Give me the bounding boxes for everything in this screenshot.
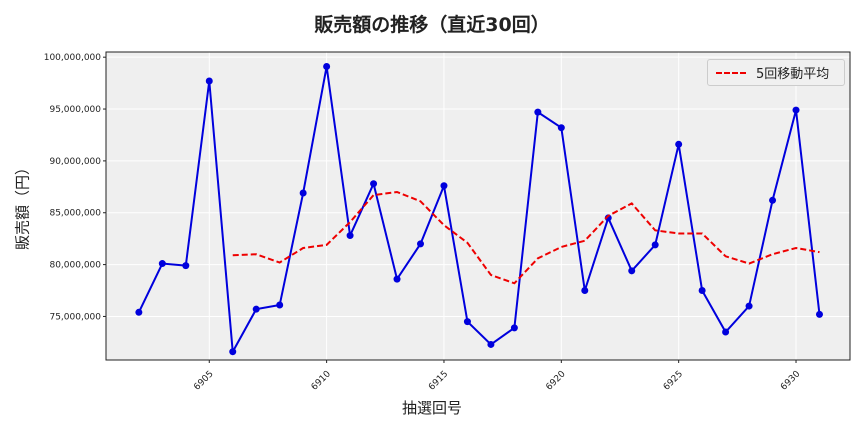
data-point: [205, 77, 213, 85]
y-tick-label: 80,000,000: [49, 261, 101, 271]
legend-dash-icon: [716, 71, 746, 74]
y-tick-label: 90,000,000: [49, 157, 101, 167]
data-point: [370, 180, 378, 188]
y-tick-label: 95,000,000: [49, 105, 101, 115]
data-point: [581, 287, 589, 295]
data-point: [698, 287, 706, 295]
x-tick-label: 6930: [779, 369, 802, 392]
x-tick-label: 6915: [427, 369, 450, 392]
data-point: [323, 63, 331, 71]
y-tick-label: 100,000,000: [44, 53, 102, 63]
data-point: [463, 318, 471, 326]
data-point: [252, 305, 260, 313]
x-tick-label: 6905: [192, 369, 215, 392]
legend-label: 5回移動平均: [756, 67, 830, 82]
data-point: [182, 262, 190, 270]
data-point: [158, 260, 166, 268]
data-point: [440, 182, 448, 190]
data-point: [510, 324, 518, 332]
legend: 5回移動平均: [707, 59, 845, 86]
y-tick-label: 85,000,000: [49, 209, 101, 219]
data-point: [792, 106, 800, 114]
x-tick-label: 6920: [544, 369, 567, 392]
data-point: [393, 275, 401, 283]
data-point: [299, 189, 307, 197]
data-point: [276, 301, 284, 309]
data-point: [745, 302, 753, 310]
data-point: [346, 232, 354, 240]
data-point: [557, 124, 565, 132]
y-tick-label: 75,000,000: [49, 312, 101, 322]
data-point: [769, 196, 777, 204]
data-point: [229, 348, 237, 356]
data-point: [534, 108, 542, 116]
data-point: [604, 214, 612, 222]
data-point: [628, 267, 636, 275]
data-point: [135, 308, 143, 316]
data-point: [722, 328, 730, 336]
x-tick-label: 6925: [662, 369, 685, 392]
data-point: [487, 340, 495, 348]
data-point: [416, 240, 424, 248]
data-point: [675, 140, 683, 148]
x-axis-label: 抽選回号: [401, 399, 462, 417]
chart-title: 販売額の推移（直近30回）: [314, 14, 550, 36]
data-point: [651, 241, 659, 249]
data-point: [815, 310, 823, 318]
sales-line: [137, 66, 821, 356]
x-tick-label: 6910: [310, 369, 333, 392]
moving-average-line: [232, 190, 820, 285]
